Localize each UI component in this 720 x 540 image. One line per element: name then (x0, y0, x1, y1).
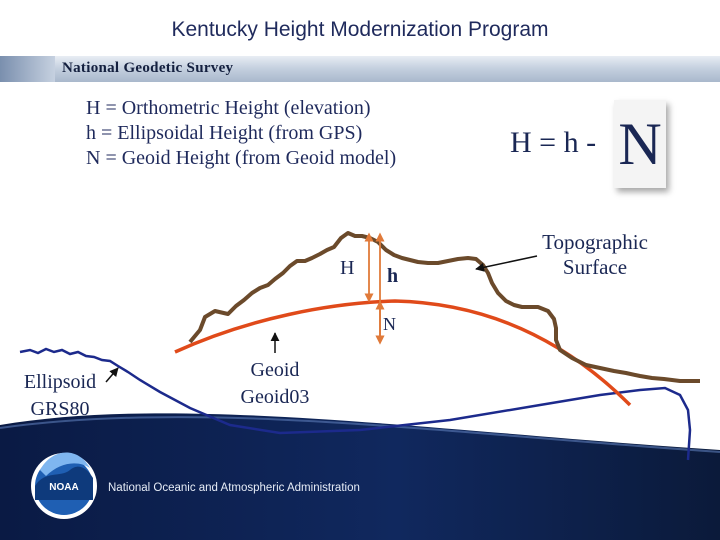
slide-title: Kentucky Height Modernization Program (171, 18, 549, 41)
footer-highlight (0, 416, 720, 453)
H-label: H (340, 257, 355, 279)
topographic-label: Topographic Surface (542, 230, 648, 279)
definitions-list: H = Orthometric Height (elevation) h = E… (86, 96, 396, 171)
noaa-logo-text: NOAA (49, 482, 78, 493)
ellipsoid-curve (19, 347, 692, 461)
ngs-banner (0, 56, 720, 82)
formula-text: H = h - (510, 126, 597, 159)
ngs-label: National Geodetic Survey (62, 60, 234, 76)
footer-swoosh (0, 413, 720, 540)
definition-ellipsoidal: h = Ellipsoidal Height (from GPS) (86, 122, 363, 144)
definition-geoid: N = Geoid Height (from Geoid model) (86, 147, 397, 169)
noaa-logo-icon: NOAA (31, 452, 97, 519)
noaa-organization-text: National Oceanic and Atmospheric Adminis… (108, 482, 360, 494)
topographic-surface (188, 231, 700, 383)
geoid-label: Geoid Geoid03 (240, 359, 310, 408)
topographic-pointer (475, 255, 538, 272)
ellipsoid-label: Ellipsoid GRS80 (23, 371, 97, 420)
formula-n-box: N (614, 100, 666, 188)
h-label: h (387, 265, 399, 287)
definition-orthometric: H = Orthometric Height (elevation) (86, 97, 371, 119)
ellipsoid-pointer (105, 367, 119, 383)
N-label: N (383, 314, 396, 334)
